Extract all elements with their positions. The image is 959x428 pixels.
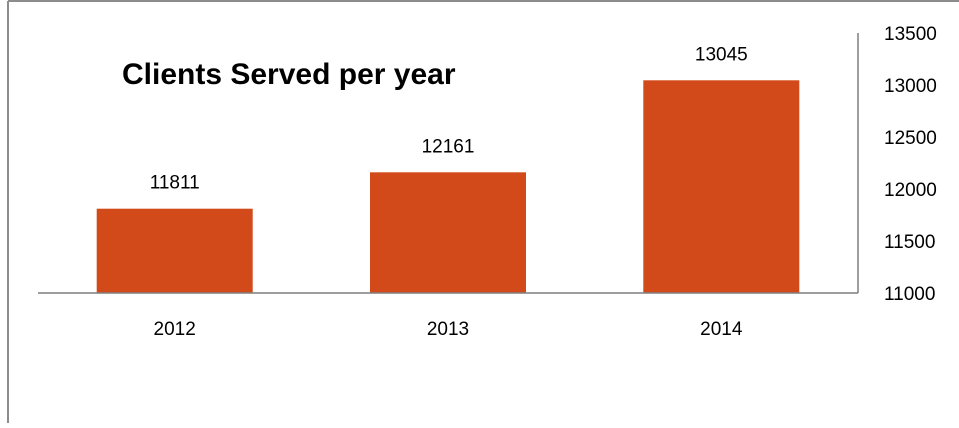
- y-tick-label-12000: 12000: [884, 180, 937, 201]
- x-tick-label-2013: 2013: [427, 319, 469, 340]
- x-tick-label-2012: 2012: [154, 319, 196, 340]
- data-label-2014: 13045: [695, 44, 748, 65]
- chart-title: Clients Served per year: [122, 58, 456, 91]
- x-tick-label-2014: 2014: [700, 319, 743, 340]
- y-tick-label-13000: 13000: [884, 76, 937, 97]
- bar-2012: [96, 208, 253, 293]
- data-label-2012: 11811: [150, 173, 200, 194]
- y-tick-label-11000: 11000: [884, 284, 935, 305]
- plot-area: 11811 2012 12161 2013 13045 2014 11000 11500 120…: [38, 24, 937, 340]
- y-tick-label-12500: 12500: [884, 128, 937, 149]
- data-label-2013: 12161: [422, 136, 475, 157]
- y-tick-label-13500: 13500: [884, 24, 937, 45]
- bar-2014: [643, 80, 800, 293]
- y-tick-label-11500: 11500: [884, 232, 935, 253]
- bar-2013: [370, 172, 526, 293]
